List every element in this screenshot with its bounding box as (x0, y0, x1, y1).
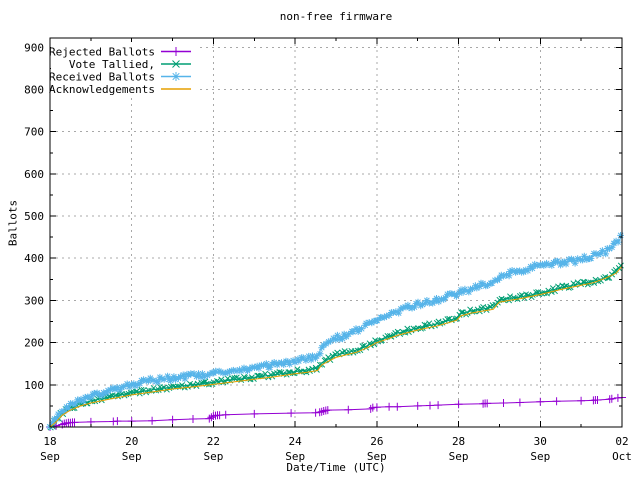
legend-label: Acknowledgements (49, 83, 155, 96)
x-axis-label: Date/Time (UTC) (286, 461, 386, 474)
x-tick-label-day: 28 (452, 435, 465, 448)
y-tick-label: 800 (24, 83, 44, 96)
x-tick-label-day: 26 (370, 435, 383, 448)
legend-label: Rejected Ballots (49, 46, 155, 59)
grid-lines (50, 38, 623, 427)
x-tick-label-month: Sep (530, 450, 550, 463)
x-tick-label-month: Oct (612, 450, 632, 463)
x-tick-label-month: Sep (40, 450, 60, 463)
x-tick-label-month: Sep (449, 450, 469, 463)
y-tick-label: 900 (24, 41, 44, 54)
y-tick-label: 600 (24, 168, 44, 181)
x-tick-label-day: 22 (207, 435, 220, 448)
plot-border (49, 37, 623, 428)
y-axis-label: Ballots (6, 199, 20, 247)
series-line (49, 397, 623, 428)
x-tick-label-day: 30 (534, 435, 547, 448)
legend-label: Received Ballots (49, 71, 155, 84)
x-tick-label-day: 02 (615, 435, 628, 448)
legend-marker (171, 47, 181, 56)
y-tick-label: 100 (24, 379, 44, 392)
series-markers (46, 232, 624, 431)
x-tick-label-day: 20 (125, 435, 138, 448)
y-tick-label: 500 (24, 210, 44, 223)
series-vote-tallied (47, 262, 624, 431)
tick-labels: 0 100 200 300 400 500 600 700 800 900 18 Sep 20 Sep 22… (24, 41, 632, 463)
x-tick-label-day: 24 (289, 435, 303, 448)
legend-label: Vote Tallied, (69, 58, 155, 71)
legend-marker (172, 60, 180, 68)
series-line (49, 265, 623, 428)
x-tick-label-month: Sep (203, 450, 223, 463)
legend-entry-received-ballots: Received Ballots (49, 71, 191, 84)
y-tick-label: 200 (24, 337, 44, 350)
axes (49, 37, 623, 428)
legend-entry-rejected-ballots: Rejected Ballots (49, 46, 191, 59)
series-received-ballots (46, 232, 624, 431)
x-tick-label-month: Sep (122, 450, 142, 463)
series-markers (47, 262, 624, 431)
chart-title: non-free firmware (279, 10, 393, 23)
x-tick-label-month: Sep (367, 450, 387, 463)
series-line (49, 263, 623, 428)
series-acknowledgements (49, 265, 623, 428)
y-tick-label: 700 (24, 126, 44, 139)
x-tick-label-month: Sep (285, 450, 305, 463)
legend-entry-vote-tallied: Vote Tallied, (69, 58, 191, 71)
y-tick-label: 400 (24, 252, 44, 265)
legend-entry-acknowledgements: Acknowledgements (49, 83, 191, 96)
y-tick-label: 300 (24, 294, 44, 307)
y-tick-label: 0 (37, 421, 44, 434)
x-tick-label-day: 18 (43, 435, 56, 448)
legend-marker (171, 72, 181, 81)
